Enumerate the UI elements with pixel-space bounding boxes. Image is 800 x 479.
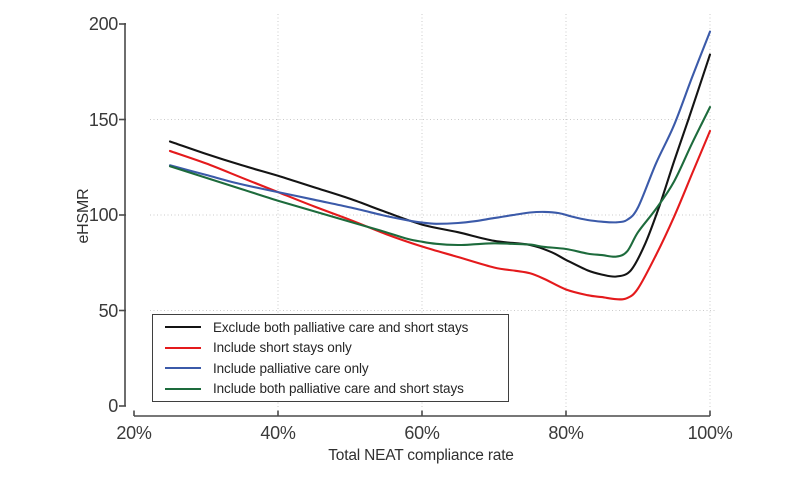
series-lines bbox=[168, 30, 712, 301]
legend-line-sample-blue bbox=[165, 367, 201, 370]
x-tick-label-80: 80% bbox=[548, 423, 584, 443]
y-tick-label-150: 150 bbox=[88, 109, 118, 130]
legend-item-exclude-both: Exclude both palliative care and short s… bbox=[153, 319, 508, 335]
series-line-0 bbox=[168, 53, 712, 278]
x-tick-label-40: 40% bbox=[260, 423, 296, 443]
legend-label: Include both palliative care and short s… bbox=[213, 381, 464, 397]
x-axis-title: Total NEAT compliance rate bbox=[328, 447, 514, 464]
legend-line-sample-green bbox=[165, 387, 201, 390]
legend-label: Include palliative care only bbox=[213, 360, 369, 376]
y-tick-label-100: 100 bbox=[88, 205, 118, 225]
y-axis-title: eHSMR bbox=[75, 188, 92, 244]
x-tick-label-100: 100% bbox=[687, 423, 733, 443]
series-line-2 bbox=[168, 30, 712, 225]
legend-item-short-stays-only: Include short stays only bbox=[153, 340, 508, 356]
axes bbox=[119, 23, 711, 417]
legend-label: Include short stays only bbox=[213, 340, 352, 356]
legend-item-include-both: Include both palliative care and short s… bbox=[153, 381, 508, 397]
x-tick-label-60: 60% bbox=[404, 423, 440, 443]
legend: Exclude both palliative care and short s… bbox=[152, 314, 509, 402]
y-tick-label-0: 0 bbox=[108, 396, 118, 416]
series-line-3 bbox=[168, 106, 712, 258]
x-tick-label-20: 20% bbox=[116, 423, 152, 443]
y-tick-label-200: 200 bbox=[88, 14, 118, 34]
legend-item-palliative-only: Include palliative care only bbox=[153, 360, 508, 376]
series-line-1 bbox=[168, 129, 712, 301]
y-tick-label-50: 50 bbox=[98, 300, 119, 321]
gridlines bbox=[150, 14, 716, 408]
legend-label: Exclude both palliative care and short s… bbox=[213, 319, 469, 335]
legend-line-sample-black bbox=[165, 326, 201, 329]
legend-line-sample-red bbox=[165, 346, 201, 349]
